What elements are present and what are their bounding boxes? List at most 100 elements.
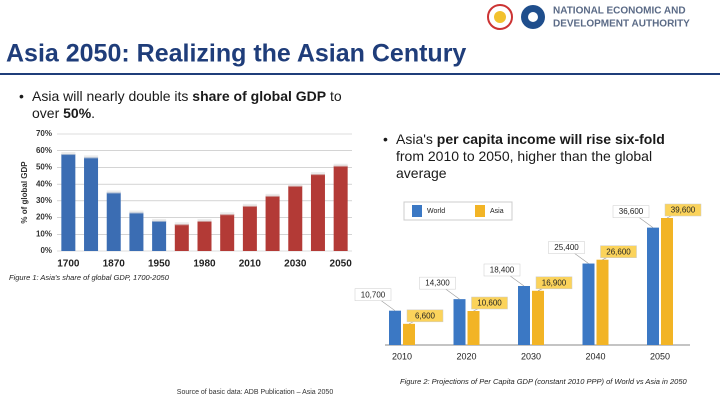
value-label: 18,400 <box>490 266 515 275</box>
bar-top <box>197 218 212 222</box>
slide-title: Asia 2050: Realizing the Asian Century <box>6 40 466 68</box>
bar <box>220 214 235 251</box>
value-label: 10,700 <box>361 290 386 299</box>
bar-top <box>174 222 189 226</box>
bar <box>310 174 325 251</box>
bar <box>467 311 480 345</box>
bar <box>403 323 415 345</box>
bar <box>197 220 212 251</box>
x-tick-label: 2010 <box>392 351 412 361</box>
bar <box>106 192 121 251</box>
legend-swatch <box>412 205 422 217</box>
bar <box>242 205 257 251</box>
bar <box>129 212 144 251</box>
bar-top <box>310 172 325 176</box>
caption: Figure 1: Asia's share of global GDP, 17… <box>9 273 170 282</box>
bar <box>288 185 303 251</box>
bullet-text: per capita income will rise six-fold <box>436 131 665 147</box>
value-label: 10,600 <box>477 299 502 308</box>
value-label: 6,600 <box>415 311 436 320</box>
label-box <box>483 263 521 277</box>
y-tick-label: 70% <box>36 129 52 138</box>
y-axis-label: % of global GDP <box>20 161 29 224</box>
legend-label: Asia <box>490 208 504 215</box>
source-note: Source of basic data: ADB Publication – … <box>177 389 334 396</box>
x-tick-label: 1950 <box>148 259 171 270</box>
label-box <box>548 241 585 254</box>
label-box <box>354 288 392 301</box>
value-label: 36,600 <box>619 207 644 216</box>
y-tick-label: 0% <box>40 246 52 255</box>
label-box <box>471 296 508 310</box>
bar <box>333 165 348 251</box>
bar <box>174 224 189 251</box>
bar-top <box>84 155 99 159</box>
neda-logo <box>528 12 538 22</box>
x-tick-label: 2020 <box>456 351 476 361</box>
bullet-text: 50% <box>63 105 92 121</box>
x-tick-label: 2030 <box>284 259 307 270</box>
value-label: 25,400 <box>554 243 579 252</box>
bar <box>152 220 167 251</box>
x-tick-label: 2010 <box>239 259 262 270</box>
org-name: NATIONAL ECONOMIC AND <box>553 6 686 17</box>
bar-top <box>220 212 235 216</box>
bar-top <box>333 163 348 167</box>
bar <box>661 218 673 345</box>
x-tick-label: 1870 <box>103 259 126 270</box>
value-label: 16,900 <box>542 278 567 287</box>
bar <box>265 195 280 251</box>
x-tick-label: 2050 <box>330 259 353 270</box>
bullet-text: Asia will nearly double its <box>32 88 193 104</box>
label-box <box>600 245 637 258</box>
label-box <box>419 276 456 290</box>
bullet-text: to over <box>32 88 342 121</box>
x-tick-label: 1980 <box>193 259 216 270</box>
bar <box>532 290 544 345</box>
seal-logo <box>494 11 506 23</box>
caption: Figure 2: Projections of Per Capita GDP … <box>400 377 687 386</box>
y-tick-label: 60% <box>36 146 52 155</box>
bullet-text: from 2010 to 2050, higher than the globa… <box>396 148 653 181</box>
bar-top <box>265 193 280 197</box>
bullet-text: . <box>91 105 96 121</box>
y-tick-label: 30% <box>36 196 52 205</box>
bar-top <box>152 218 167 222</box>
x-tick-label: 1700 <box>57 259 80 270</box>
value-label: 14,300 <box>425 279 450 288</box>
bullet: Asia's per capita income will rise six-f… <box>383 131 696 182</box>
bar <box>453 299 466 345</box>
legend-swatch <box>475 205 485 217</box>
bullet-text: Asia's <box>396 131 437 147</box>
value-label: 39,600 <box>671 206 696 215</box>
bar-top <box>242 203 257 207</box>
legend-label: World <box>427 208 445 215</box>
label-box <box>535 276 573 290</box>
label-box <box>664 203 702 217</box>
bar <box>518 285 530 345</box>
bar <box>389 310 401 345</box>
bar-top <box>61 152 76 156</box>
y-tick-label: 50% <box>36 163 52 172</box>
y-tick-label: 10% <box>36 229 52 238</box>
bar-top <box>129 210 144 214</box>
x-tick-label: 2050 <box>650 351 670 361</box>
bar <box>582 263 595 345</box>
bar <box>84 157 99 251</box>
label-box <box>612 205 650 218</box>
y-tick-label: 40% <box>36 179 52 188</box>
x-tick-label: 2040 <box>585 351 605 361</box>
x-tick-label: 2030 <box>521 351 541 361</box>
bar <box>647 227 659 345</box>
bullet-text: share of global GDP <box>192 88 327 104</box>
bar <box>61 154 76 251</box>
org-name: DEVELOPMENT AUTHORITY <box>553 19 690 30</box>
bar <box>596 259 609 345</box>
value-label: 26,600 <box>606 247 631 256</box>
bar-top <box>288 183 303 187</box>
y-tick-label: 20% <box>36 213 52 222</box>
bar-top <box>106 190 121 194</box>
bullet: Asia will nearly double its share of glo… <box>19 88 352 122</box>
